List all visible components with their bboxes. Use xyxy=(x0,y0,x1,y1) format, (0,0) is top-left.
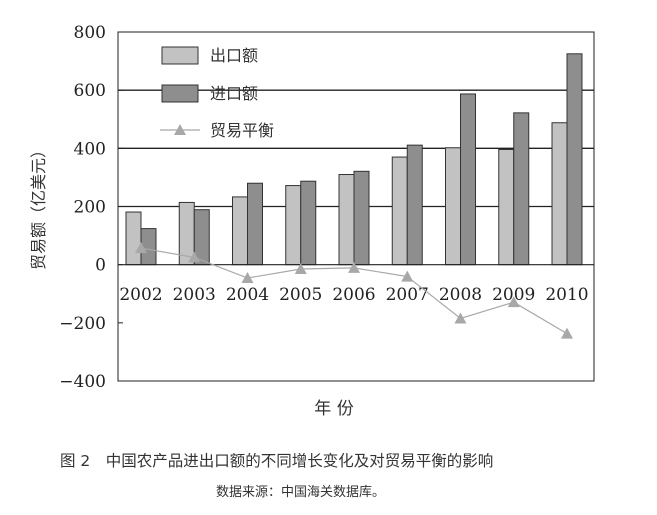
bar xyxy=(391,156,408,266)
bar xyxy=(125,211,142,266)
balance-point xyxy=(294,263,307,275)
x-tick-label: 2010 xyxy=(545,285,588,305)
bar xyxy=(285,185,302,266)
balance-point xyxy=(401,270,414,282)
x-axis-labels: 2002 2003 2004 2005 2006 2007 2008 2009 2010 xyxy=(119,285,588,305)
bar xyxy=(247,182,263,266)
legend-label: 出口额 xyxy=(210,46,258,65)
x-tick-label: 2006 xyxy=(332,285,375,305)
legend-marker xyxy=(174,124,186,135)
bar xyxy=(300,180,317,266)
bar xyxy=(406,144,423,266)
trade-balance-series xyxy=(135,242,573,339)
y-axis-title: 贸易额（亿美元） xyxy=(29,142,48,270)
bar xyxy=(460,93,476,266)
bar xyxy=(498,148,515,266)
y-axis: 800 600 400 200 0 −200 −400 xyxy=(59,23,123,392)
legend-swatch xyxy=(161,46,199,65)
bar xyxy=(445,147,461,266)
bar xyxy=(338,174,355,266)
x-tick-label: 2002 xyxy=(119,285,162,305)
bar xyxy=(513,112,530,266)
y-tick-label: −400 xyxy=(59,372,106,392)
x-tick-label: 2008 xyxy=(439,285,482,305)
x-tick-label: 2004 xyxy=(226,285,269,305)
figure-caption: 图 2 中国农产品进出口额的不同增长变化及对贸易平衡的影响 xyxy=(60,452,493,470)
y-tick-label: 400 xyxy=(74,139,106,159)
legend-label: 贸易平衡 xyxy=(210,121,274,140)
legend-swatch xyxy=(161,84,199,103)
y-tick-label: 800 xyxy=(74,23,106,43)
y-tick-label: 600 xyxy=(74,81,106,101)
balance-point xyxy=(507,296,520,308)
balance-point xyxy=(348,261,360,273)
x-axis-title: 年 份 xyxy=(314,399,353,419)
bar xyxy=(353,170,370,266)
balance-point xyxy=(561,327,573,339)
legend-label: 进口额 xyxy=(210,84,258,103)
bar xyxy=(566,53,583,266)
x-tick-label: 2009 xyxy=(492,285,535,305)
y-tick-label: −200 xyxy=(59,314,106,334)
data-source: 数据来源：中国海关数据库。 xyxy=(216,484,385,500)
bar-series xyxy=(125,53,583,266)
balance-point xyxy=(241,272,254,284)
x-tick-label: 2003 xyxy=(173,285,216,305)
balance-point xyxy=(454,312,467,324)
x-tick-label: 2007 xyxy=(386,285,429,305)
y-tick-label: 0 xyxy=(95,256,106,276)
x-tick-label: 2005 xyxy=(279,285,322,305)
balance-point xyxy=(188,251,201,263)
bar xyxy=(232,196,248,266)
y-tick-label: 200 xyxy=(74,198,106,218)
bar xyxy=(551,122,568,266)
balance-point xyxy=(135,242,147,254)
